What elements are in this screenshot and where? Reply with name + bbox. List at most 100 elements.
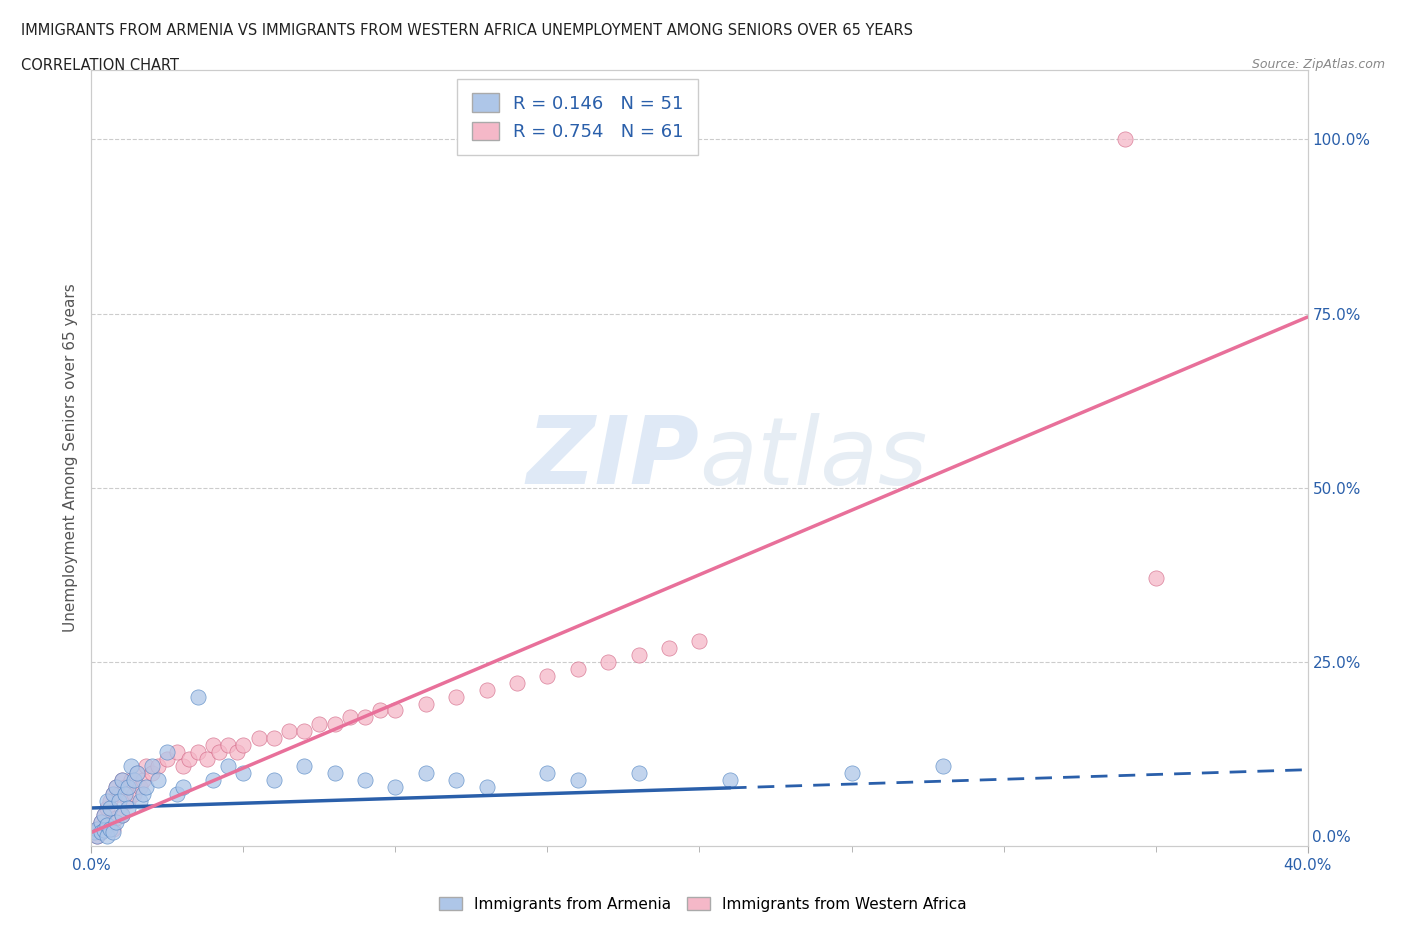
Point bbox=[107, 793, 129, 808]
Point bbox=[86, 829, 108, 844]
Point bbox=[117, 801, 139, 816]
Point bbox=[86, 829, 108, 844]
Point bbox=[141, 765, 163, 780]
Point bbox=[117, 793, 139, 808]
Point bbox=[122, 787, 145, 802]
Text: Source: ZipAtlas.com: Source: ZipAtlas.com bbox=[1251, 58, 1385, 71]
Point bbox=[688, 633, 710, 648]
Point bbox=[120, 759, 142, 774]
Point bbox=[1144, 571, 1167, 586]
Point bbox=[129, 779, 152, 794]
Text: IMMIGRANTS FROM ARMENIA VS IMMIGRANTS FROM WESTERN AFRICA UNEMPLOYMENT AMONG SEN: IMMIGRANTS FROM ARMENIA VS IMMIGRANTS FR… bbox=[21, 23, 912, 38]
Point bbox=[98, 793, 121, 808]
Point bbox=[96, 801, 118, 816]
Point bbox=[292, 724, 315, 738]
Point bbox=[89, 825, 111, 840]
Point bbox=[122, 773, 145, 788]
Point bbox=[83, 825, 105, 840]
Point bbox=[96, 829, 118, 844]
Point bbox=[384, 703, 406, 718]
Point bbox=[93, 823, 115, 838]
Point bbox=[111, 773, 134, 788]
Point bbox=[148, 773, 170, 788]
Point bbox=[415, 765, 437, 780]
Point bbox=[89, 815, 111, 830]
Point bbox=[1114, 132, 1136, 147]
Point bbox=[598, 655, 620, 670]
Point bbox=[166, 787, 188, 802]
Point bbox=[101, 787, 124, 802]
Point bbox=[232, 737, 254, 752]
Point bbox=[93, 807, 115, 822]
Point bbox=[166, 745, 188, 760]
Point bbox=[120, 773, 142, 788]
Point bbox=[718, 773, 741, 788]
Point bbox=[111, 807, 134, 822]
Point bbox=[96, 793, 118, 808]
Point bbox=[323, 717, 346, 732]
Point bbox=[98, 801, 121, 816]
Point bbox=[125, 765, 148, 780]
Legend: R = 0.146   N = 51, R = 0.754   N = 61: R = 0.146 N = 51, R = 0.754 N = 61 bbox=[457, 79, 699, 155]
Point bbox=[107, 787, 129, 802]
Point bbox=[86, 821, 108, 836]
Point bbox=[187, 745, 209, 760]
Point bbox=[135, 759, 157, 774]
Point bbox=[444, 773, 467, 788]
Point bbox=[278, 724, 301, 738]
Point bbox=[117, 779, 139, 794]
Point bbox=[567, 661, 589, 676]
Point bbox=[104, 779, 127, 794]
Point bbox=[156, 751, 179, 766]
Point bbox=[841, 765, 863, 780]
Point bbox=[339, 710, 361, 724]
Legend: Immigrants from Armenia, Immigrants from Western Africa: Immigrants from Armenia, Immigrants from… bbox=[433, 890, 973, 918]
Point bbox=[129, 793, 152, 808]
Point bbox=[187, 689, 209, 704]
Point bbox=[202, 737, 225, 752]
Point bbox=[627, 647, 650, 662]
Text: atlas: atlas bbox=[699, 413, 928, 503]
Point bbox=[114, 779, 136, 794]
Y-axis label: Unemployment Among Seniors over 65 years: Unemployment Among Seniors over 65 years bbox=[62, 284, 77, 632]
Point bbox=[217, 737, 239, 752]
Point bbox=[101, 825, 124, 840]
Point bbox=[475, 779, 498, 794]
Point bbox=[96, 820, 118, 835]
Point bbox=[247, 731, 270, 746]
Point bbox=[217, 759, 239, 774]
Point bbox=[172, 779, 194, 794]
Point bbox=[444, 689, 467, 704]
Point bbox=[567, 773, 589, 788]
Point bbox=[132, 773, 155, 788]
Point bbox=[475, 683, 498, 698]
Point bbox=[226, 745, 249, 760]
Text: ZIP: ZIP bbox=[527, 412, 699, 504]
Point bbox=[89, 825, 111, 840]
Point bbox=[263, 731, 285, 746]
Point bbox=[156, 745, 179, 760]
Point bbox=[263, 773, 285, 788]
Point bbox=[415, 696, 437, 711]
Point bbox=[104, 811, 127, 826]
Point bbox=[232, 765, 254, 780]
Point bbox=[93, 807, 115, 822]
Point bbox=[177, 751, 200, 766]
Point bbox=[627, 765, 650, 780]
Point bbox=[536, 669, 558, 684]
Point bbox=[536, 765, 558, 780]
Point bbox=[125, 765, 148, 780]
Point bbox=[86, 821, 108, 836]
Point bbox=[292, 759, 315, 774]
Point bbox=[354, 773, 377, 788]
Point bbox=[195, 751, 218, 766]
Point bbox=[114, 787, 136, 802]
Point bbox=[368, 703, 391, 718]
Point bbox=[506, 675, 529, 690]
Point bbox=[172, 759, 194, 774]
Point bbox=[89, 815, 111, 830]
Point bbox=[104, 779, 127, 794]
Point bbox=[931, 759, 953, 774]
Point bbox=[141, 759, 163, 774]
Point bbox=[354, 710, 377, 724]
